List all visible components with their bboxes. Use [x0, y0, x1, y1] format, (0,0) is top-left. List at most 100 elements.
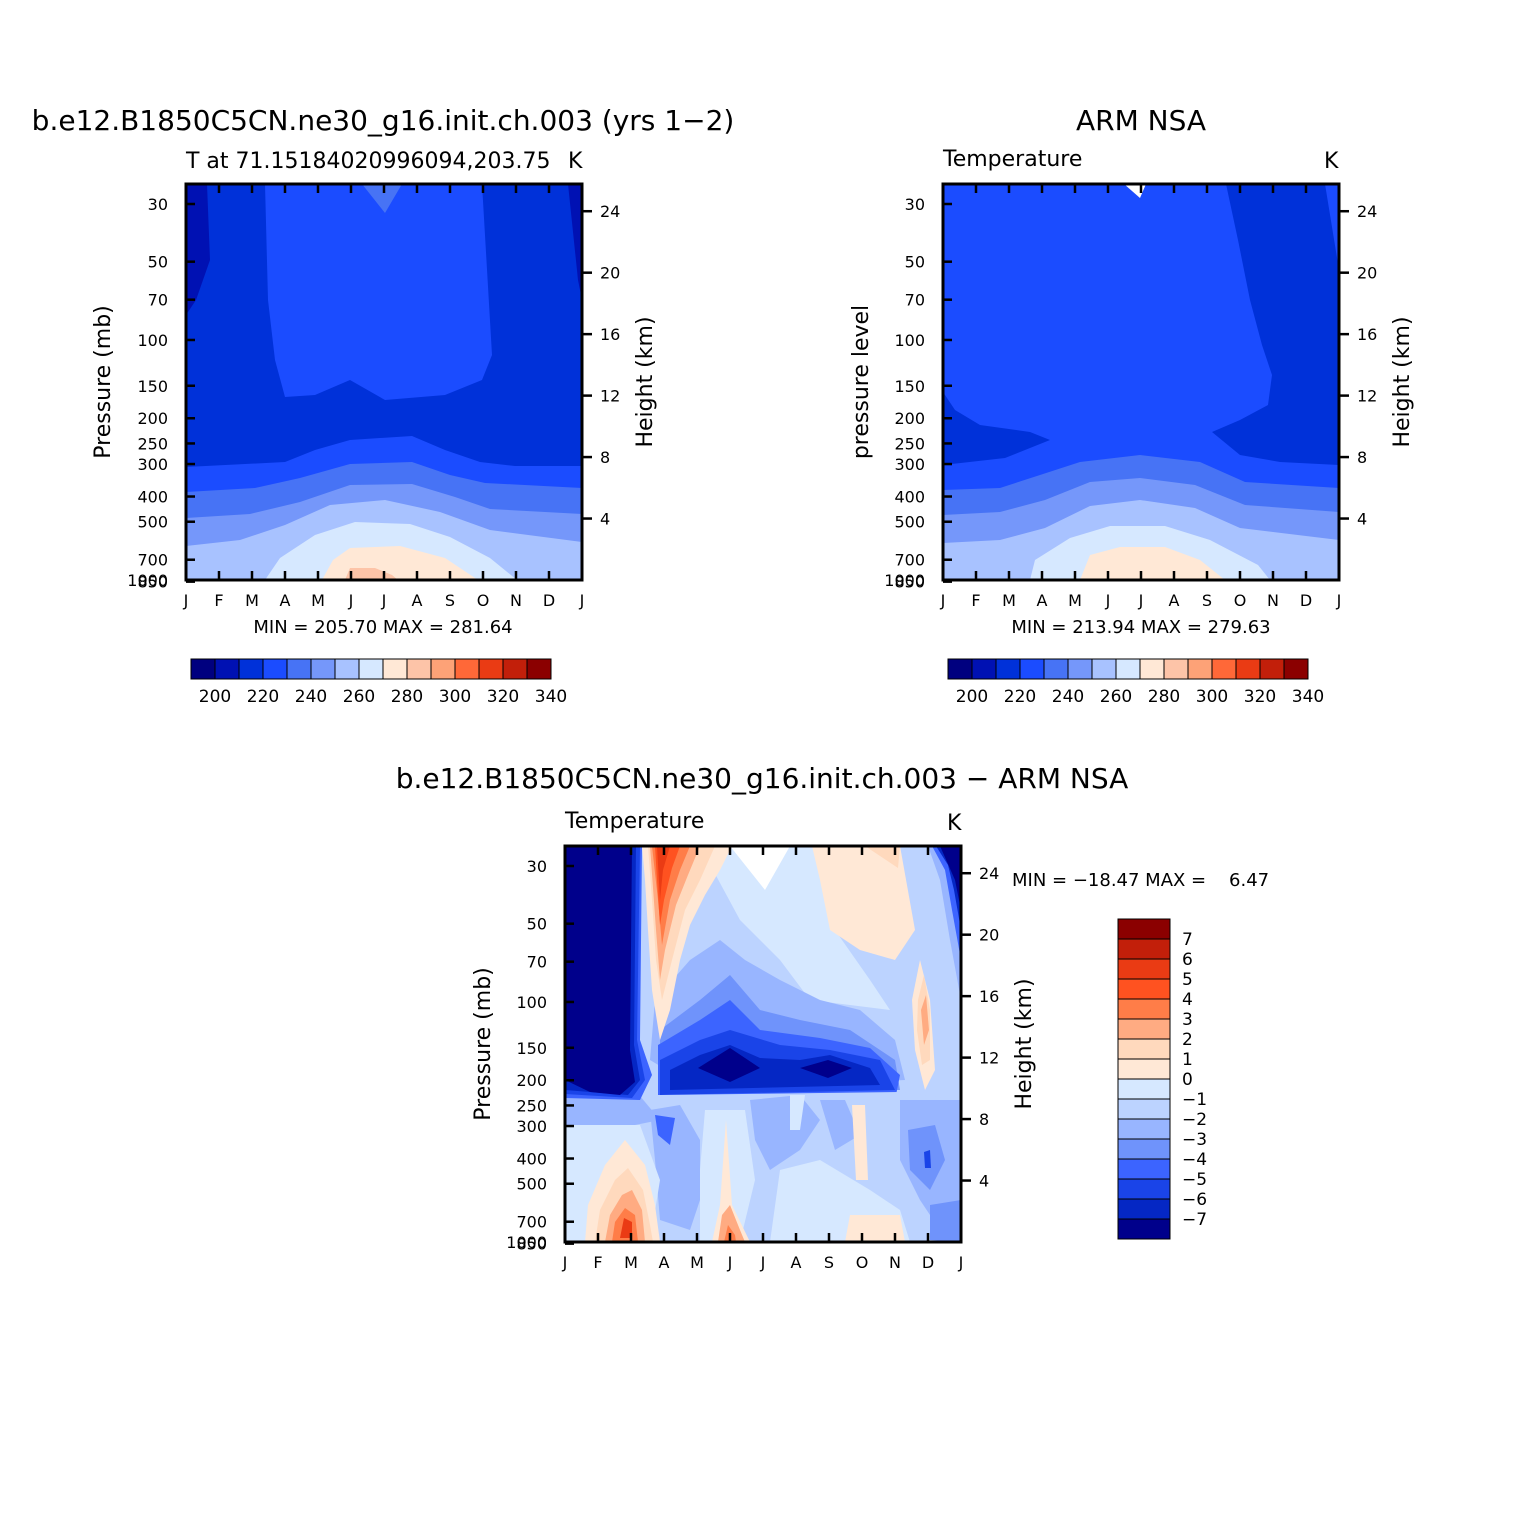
- panel3-colorbar-box: [1117, 1018, 1171, 1040]
- panel1-height-label: 8: [600, 448, 610, 467]
- panel3-month-label: S: [824, 1253, 834, 1272]
- panel2-month-label: J: [1138, 591, 1144, 610]
- panel3-colorbar-label: 1: [1182, 1050, 1193, 1070]
- panel3-pressure-label: 700: [516, 1213, 547, 1232]
- panel2-pressure-label: 50: [905, 253, 925, 272]
- panel2-colorbar-box: [1235, 658, 1261, 680]
- panel2-colorbar-label: 320: [1244, 687, 1276, 707]
- panel1-month-label: O: [477, 591, 490, 610]
- panel3-height-label: 16: [979, 987, 999, 1006]
- panel2-pressure-label: 1000: [884, 571, 925, 590]
- panel1-month-label: M: [245, 591, 259, 610]
- panel3-month-label: O: [856, 1253, 869, 1272]
- panel1-colorbar-label: 280: [391, 687, 423, 707]
- panel2-pressure-label: 500: [894, 513, 925, 532]
- panel2-pressure-label: 700: [894, 551, 925, 570]
- panel2-colorbar-box: [971, 658, 997, 680]
- panel3-colorbar-label: −1: [1182, 1090, 1207, 1110]
- panel2-colorbar-label: 340: [1292, 687, 1324, 707]
- panel1-month-label: S: [445, 591, 455, 610]
- panel3-colorbar-box: [1117, 1138, 1171, 1160]
- panel3-colorbar-label: 7: [1182, 930, 1193, 950]
- panel2-month-label: D: [1300, 591, 1312, 610]
- panel2-month-label: A: [1037, 591, 1048, 610]
- panel3-pressure-label: 850: [516, 1235, 547, 1254]
- panel3-pressure-label: 500: [516, 1175, 547, 1194]
- panel3-pressure-label: 100: [516, 993, 547, 1012]
- panel3-colorbar-box: [1117, 1058, 1171, 1080]
- panel2-height-label: 4: [1357, 510, 1367, 529]
- panel2-pressure-label: 250: [894, 434, 925, 453]
- panel1-axes: J F M A M J J A S O N D J 30 50 70 100 150 200 250 300 400 500…: [127, 184, 620, 610]
- panel-obs-temperature: ARM NSA Temperature K J F M A M J J A S O N D J 30 50 7…: [849, 104, 1415, 707]
- panel3-height-label: 24: [979, 864, 999, 883]
- panel2-height-label: 24: [1357, 202, 1377, 221]
- panel3-month-label: D: [922, 1253, 934, 1272]
- panel1-colorbar-box: [454, 658, 480, 680]
- panel1-pressure-label: 500: [137, 513, 168, 532]
- panel3-colorbar-box: [1117, 1098, 1171, 1120]
- panel1-colorbar-box: [286, 658, 312, 680]
- panel-difference: b.e12.B1850C5CN.ne30_g16.init.ch.003 − A…: [396, 762, 1269, 1272]
- panel3-colorbar-box: [1117, 1078, 1171, 1100]
- panel1-colorbar-label: 240: [295, 687, 327, 707]
- panel1-pressure-label: 700: [137, 551, 168, 570]
- panel1-contours: [186, 184, 582, 580]
- panel-model-temperature: b.e12.B1850C5CN.ne30_g16.init.ch.003 (yr…: [32, 104, 735, 707]
- panel2-month-label: M: [1002, 591, 1016, 610]
- panel3-stats: MIN = −18.47 MAX = 6.47: [1012, 870, 1269, 891]
- panel1-colorbar-box: [358, 658, 384, 680]
- panel2-month-label: O: [1234, 591, 1247, 610]
- panel3-colorbar-box: [1117, 978, 1171, 1000]
- panel2-height-label: 12: [1357, 387, 1377, 406]
- panel3-pressure-label: 200: [516, 1071, 547, 1090]
- panel3-colorbar-label: 5: [1182, 970, 1193, 990]
- panel2-month-label: F: [971, 591, 980, 610]
- panel2-colorbar-box: [947, 658, 973, 680]
- panel1-month-label: J: [183, 591, 189, 610]
- panel2-colorbar-label: 200: [956, 687, 988, 707]
- panel1-height-label: 24: [600, 202, 620, 221]
- panel3-axes: J F M A M J J A S O N D J 30 50 70 100 150 200 250 300 400 500…: [506, 846, 999, 1272]
- panel3-pressure-label: 1000: [506, 1233, 547, 1252]
- panel3-month-label: A: [659, 1253, 670, 1272]
- panel1-pressure-label: 100: [137, 331, 168, 350]
- panel3-colorbar-box: [1117, 938, 1171, 960]
- panel2-pressure-label: 850: [894, 573, 925, 592]
- panel1-pressure-label: 300: [137, 455, 168, 474]
- panel2-month-label: M: [1068, 591, 1082, 610]
- panel3-colorbar-box: [1117, 998, 1171, 1020]
- panel1-colorbar-box: [214, 658, 240, 680]
- panel3-colorbar-box: [1117, 1038, 1171, 1060]
- panel1-colorbar-box: [238, 658, 264, 680]
- panel3-pressure-label: 400: [516, 1150, 547, 1169]
- panel1-colorbar-label: 220: [247, 687, 279, 707]
- panel1-colorbar-label: 200: [199, 687, 231, 707]
- panel3-month-label: J: [760, 1253, 766, 1272]
- panel2-colorbar-label: 220: [1004, 687, 1036, 707]
- panel3-colorbar-label: 6: [1182, 950, 1193, 970]
- panel2-colorbar-box: [1187, 658, 1213, 680]
- panel2-units: K: [1324, 149, 1339, 174]
- panel2-height-label: 20: [1357, 264, 1377, 283]
- panel2-colorbar-label: 280: [1148, 687, 1180, 707]
- panel3-height-label: 12: [979, 1049, 999, 1068]
- panel3-colorbar-box: [1117, 918, 1171, 940]
- panel3-units: K: [947, 811, 962, 836]
- panel3-pressure-label: 250: [516, 1096, 547, 1115]
- panel2-month-label: A: [1169, 591, 1180, 610]
- panel3-colorbar-box: [1117, 1158, 1171, 1180]
- panel1-subtitle: T at 71.15184020996094,203.75: [185, 149, 550, 174]
- panel3-month-label: J: [562, 1253, 568, 1272]
- panel1-colorbar-box: [406, 658, 432, 680]
- panel1-height-label: 12: [600, 387, 620, 406]
- panel2-month-label: J: [1105, 591, 1111, 610]
- panel2-colorbar-box: [1091, 658, 1117, 680]
- panel3-colorbar-label: −5: [1182, 1170, 1207, 1190]
- panel2-pressure-label: 30: [905, 195, 925, 214]
- panel2-stats: MIN = 213.94 MAX = 279.63: [1011, 617, 1270, 638]
- panel1-pressure-label: 200: [137, 409, 168, 428]
- panel1-pressure-label: 70: [148, 291, 168, 310]
